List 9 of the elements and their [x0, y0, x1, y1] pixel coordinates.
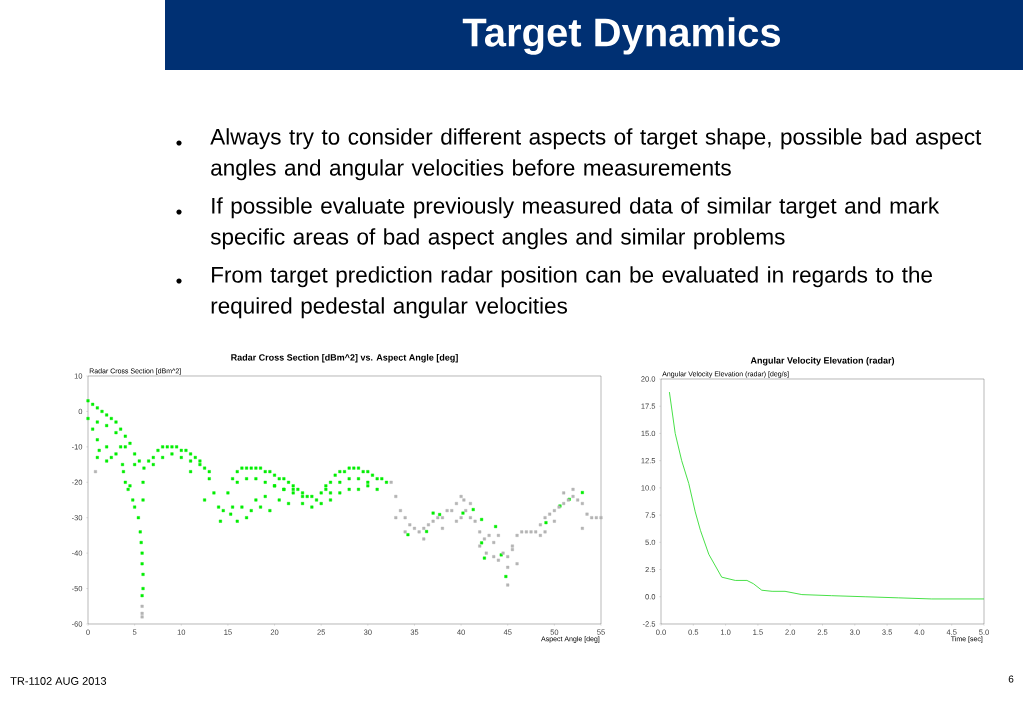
- chart-title: Radar Cross Section [dBm^2] vs. Aspect Angle [deg]: [231, 354, 458, 363]
- text: Always try to consider different aspects of target shape, possible bad aspect angles and angular velocities before measurements: [210, 128, 982, 181]
- text: TR-1102 AUG 2013: [10, 677, 107, 685]
- text: Target Dynamics: [462, 17, 780, 55]
- chart-title: Angular Velocity Elevation (radar): [750, 357, 895, 366]
- line-series: [668, 391, 985, 600]
- text: From target prediction radar position can be evaluated in regards to the required pedestal angular velocities: [211, 266, 932, 319]
- text: If possible evaluate previously measured data of similar target and mark specific areas of bad aspect angles and similar problems: [210, 197, 940, 250]
- text: 6: [1008, 675, 1014, 683]
